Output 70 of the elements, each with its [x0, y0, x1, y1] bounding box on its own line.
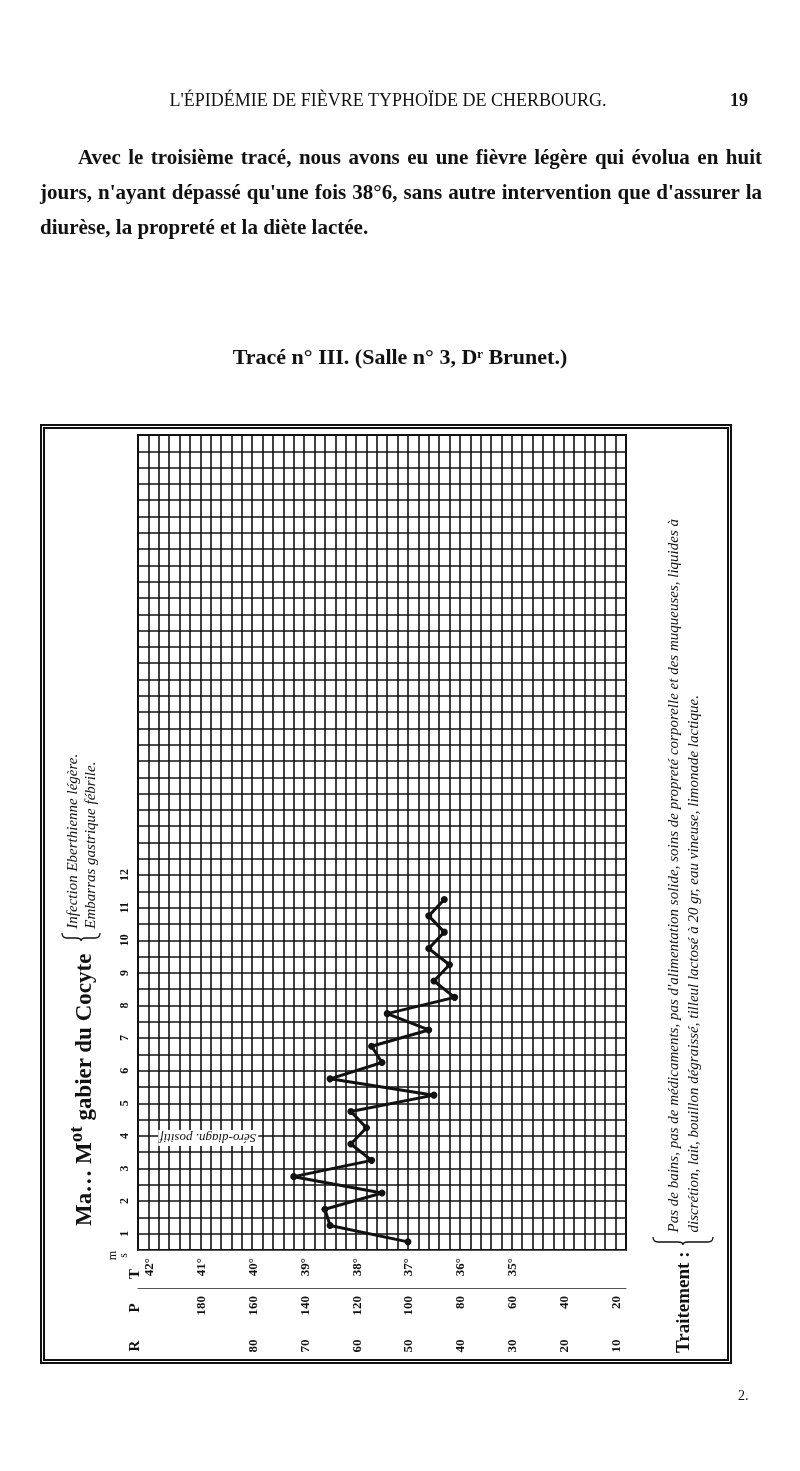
text: Embarras gastrique fébrile. — [81, 760, 99, 929]
text: P — [126, 1303, 142, 1313]
x2-tick-label: 140 — [296, 1296, 312, 1316]
x2-tick-label: 180 — [192, 1296, 208, 1316]
y-tick-label: 2 — [117, 1198, 131, 1205]
point — [378, 1059, 386, 1067]
text: 2. — [738, 1388, 749, 1404]
text: Pas de bains, pas de médicaments, pas d'alimentation solide, soins de propreté corporelle et des muqueuses, liquides à discrétion, lait, bouillon dégraissé, tilleul lactosé à 20 gr, eau vineuse, limonade lactique. — [664, 518, 702, 1233]
x2-tick-label: 20 — [608, 1296, 624, 1309]
text: 80 — [244, 1339, 260, 1353]
text: 40 — [452, 1339, 468, 1353]
y-tick-label: 3 — [117, 1165, 131, 1172]
y-tick-label: 6 — [117, 1067, 131, 1074]
text: Avec le troisième tracé, nous avons eu une fièvre légère qui évolua en huit jours, n'ayant dépassé qu'une fois 38°6, sans autre intervention que d'assurer la diurèse, la propreté et la diète lactée. — [40, 144, 762, 241]
x-tick-label: 40° — [244, 1258, 260, 1277]
point — [451, 993, 459, 1001]
point — [368, 1042, 376, 1050]
x-tick-label: 35° — [504, 1258, 520, 1277]
y-tick-label: 5 — [117, 1100, 131, 1107]
text: 60 — [348, 1339, 364, 1353]
point — [362, 1124, 370, 1132]
text: Infection Eberthienne légère. — [63, 753, 81, 929]
annotation: Séro-diagn. positif — [158, 1130, 259, 1146]
point — [425, 1026, 433, 1034]
chart-title: Tracé n° III. (Salle n° 3, Dʳ Brunet.) — [231, 344, 569, 370]
point — [368, 1156, 376, 1164]
y-tick-label: 7 — [117, 1035, 131, 1042]
point — [383, 1010, 391, 1018]
text: 20 — [556, 1339, 572, 1353]
text: L'ÉPIDÉMIE DE FIÈVRE TYPHOÏDE DE CHERBOURG. — [168, 90, 608, 111]
point — [430, 1091, 438, 1099]
y-tick-label: 11 — [117, 902, 131, 914]
x2-tick-label: 100 — [400, 1296, 416, 1316]
x-tick-label: 37° — [400, 1258, 416, 1277]
y-tick-label: 8 — [117, 1002, 131, 1009]
text: 70 — [296, 1339, 312, 1353]
text: 10 — [608, 1339, 624, 1353]
point — [326, 1222, 334, 1230]
point — [290, 1173, 298, 1181]
y-tick-label: 9 — [117, 969, 131, 976]
x2-tick-label: 120 — [348, 1296, 364, 1316]
text: 19 — [729, 90, 748, 111]
point — [425, 912, 433, 920]
y-tick-label: 10 — [117, 934, 131, 947]
text: T — [126, 1268, 142, 1280]
y-tick-label: 1 — [117, 1230, 131, 1237]
point — [440, 928, 448, 936]
text: 30 — [504, 1339, 520, 1353]
point — [425, 944, 433, 952]
point — [404, 1238, 412, 1246]
point — [440, 896, 448, 904]
y-tick-label: 4 — [117, 1132, 131, 1139]
point — [347, 1107, 355, 1115]
point — [446, 961, 453, 969]
x2-tick-label: 160 — [244, 1296, 260, 1316]
point — [347, 1140, 355, 1148]
x-tick-label: 38° — [348, 1258, 364, 1277]
point — [321, 1205, 329, 1213]
point — [326, 1075, 334, 1083]
x2-tick-label: 80 — [452, 1296, 468, 1309]
x-tick-label: 36° — [452, 1258, 468, 1277]
x-tick-label: 42° — [140, 1258, 156, 1277]
x2-tick-label: 40 — [556, 1296, 572, 1309]
x2-tick-label: 60 — [504, 1296, 520, 1309]
x-tick-label: 39° — [296, 1258, 312, 1277]
text: R — [126, 1340, 142, 1352]
x-tick-label: 41° — [192, 1258, 208, 1277]
y-tick-label: 12 — [117, 869, 131, 882]
text: Traitement : — [672, 1251, 694, 1353]
text: 50 — [400, 1339, 416, 1353]
